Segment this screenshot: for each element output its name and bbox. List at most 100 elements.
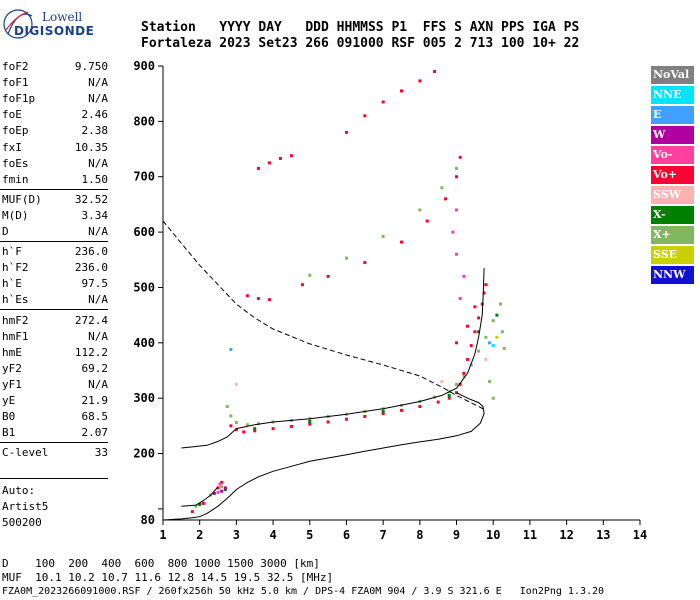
data-point-vo- [267,161,271,165]
data-point-x- [229,414,233,418]
param-name: D [2,225,9,238]
y-tick-label: 200 [133,447,155,461]
data-point-vo- [326,420,330,424]
footer-muf-row: MUF 10.1 10.2 10.7 11.6 12.8 14.5 19.5 3… [2,571,334,584]
param-name: hmF1 [2,329,29,343]
data-point-x- [500,330,504,334]
data-point-vo- [455,175,459,179]
param-name: B1 [2,426,16,440]
data-point-ssw [440,380,444,384]
data-point-w [223,486,227,490]
legend-item-vo-: Vo- [651,146,694,164]
electron-profile-curve [162,392,485,521]
data-point-vo- [300,283,304,287]
data-point-e [488,341,492,345]
x-tick-label: 3 [233,528,240,542]
data-point-vo- [425,219,429,223]
param-row-b1: B1 2.07 [2,426,108,442]
param-row-hmf1: hmF1 N/A [2,330,108,346]
param-name: foF1p [2,92,36,106]
param-row-d: D N/A [2,225,108,241]
param-value: 2.07 [81,426,109,440]
param-row-ye: yE 21.9 [2,394,108,410]
footer-distance-row: D 100 200 400 600 800 1000 1500 3000 [km… [2,557,320,570]
param-value: N/A [88,92,108,106]
y-tick-label: 800 [133,114,155,128]
data-point-x- [344,256,348,260]
data-point-x- [418,208,422,212]
data-point-x- [440,186,444,190]
data-point-vo- [381,100,385,104]
data-point-vo- [218,482,222,486]
param-row-foep: foEp 2.38 [2,124,108,140]
y-axis-bottom-label: 80 [141,513,155,527]
data-point-vo- [418,405,422,408]
data-point-vo- [381,412,385,416]
data-point-x- [381,409,385,413]
param-row-foes: foEs N/A [2,157,108,173]
param-value: 33 [94,446,108,460]
y-tick-label: 600 [133,225,155,239]
data-point-vo- [190,510,194,514]
data-point-vo- [484,283,488,287]
data-point-vo- [289,424,293,428]
logo-line2: DIGISONDE [14,24,95,38]
data-point-vo- [462,371,466,375]
data-point-vo- [458,155,462,159]
param-name: foEp [2,124,29,138]
legend-item-noval: NoVal [651,66,694,84]
param-value: 10.35 [74,140,108,154]
data-point-vo- [436,400,440,404]
param-name: foF1 [2,76,29,90]
data-point-vo- [482,291,486,295]
data-point-vo- [455,341,459,345]
param-row-muf-d-: MUF(D) 32.52 [2,193,108,209]
param-separator [0,442,108,444]
data-point-vo- [253,429,257,433]
x-tick-label: 5 [306,528,313,542]
data-point-vo- [433,70,437,74]
data-point-x- [447,393,451,397]
data-point-x- [234,421,238,425]
data-point-x- [491,396,495,400]
param-row-fmin: fmin 1.50 [2,173,108,189]
x-tick-label: 2 [196,528,203,542]
y-tick-label: 700 [133,170,155,184]
param-name: foF2 [2,60,29,73]
autoscaler-name: Artist5 [2,500,49,513]
param-name: yE [2,394,16,407]
data-point-x- [502,346,506,350]
param-row-c-level: C-level 33 [2,446,108,462]
data-point-e [229,347,233,351]
data-point-x- [253,427,257,431]
param-name: fxI [2,140,22,154]
param-row-yf2: yF2 69.2 [2,362,108,378]
legend-item-nnw: NNW [651,266,694,284]
data-point-vo- [256,166,260,170]
data-point-vo- [477,316,481,320]
param-value: N/A [88,76,108,90]
data-point-w [212,491,216,495]
data-point-vo- [363,261,367,265]
param-row-fof2: foF2 9.750 [2,60,108,76]
data-point-vo- [400,89,403,93]
param-name: hmE [2,345,22,359]
autoscaler-label: Auto: [2,484,36,497]
data-point-x- [484,335,488,339]
data-point-vo- [363,414,367,418]
param-row-fof1p: foF1p N/A [2,92,108,108]
x-tick-label: 6 [343,528,350,542]
data-point-x- [381,235,385,239]
param-value: 69.2 [81,361,109,375]
data-point-vo- [473,305,477,309]
data-point-vo- [216,490,220,494]
data-point-x- [495,313,499,317]
x-tick-label: 12 [559,528,573,542]
param-value: 112.2 [74,345,108,359]
data-point-vo- [344,130,348,134]
data-point-vo- [201,501,205,505]
data-point-vo- [466,324,470,328]
data-point-ssw [484,357,488,361]
data-point-vo- [344,417,348,421]
